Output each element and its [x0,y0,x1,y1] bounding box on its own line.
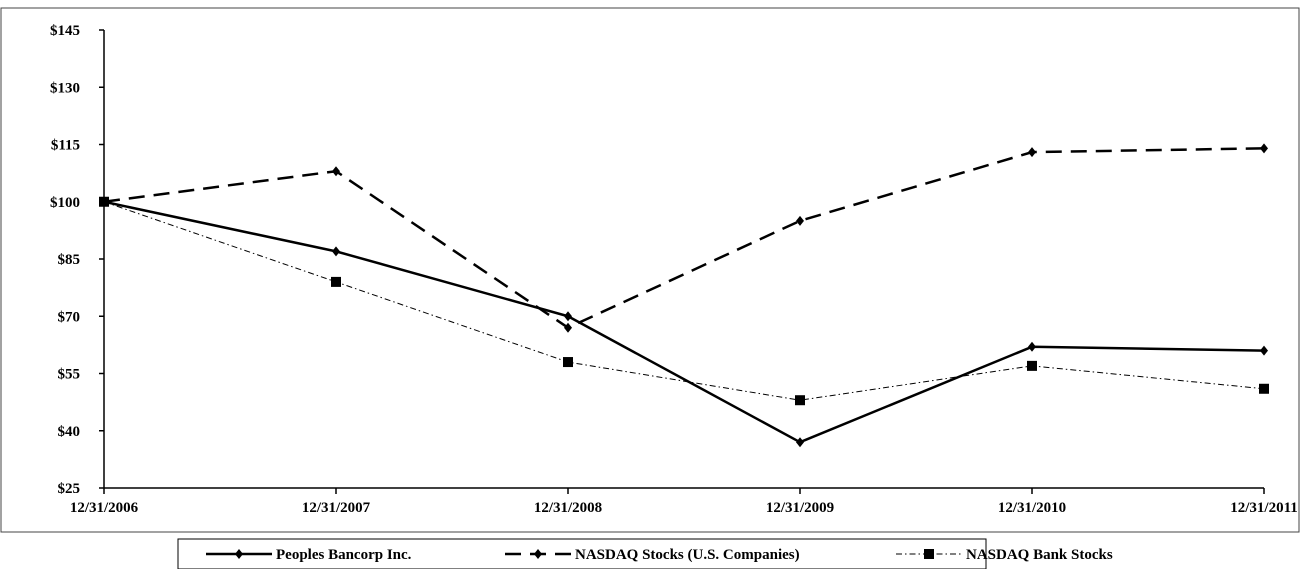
y-tick-label: $100 [50,195,80,211]
y-tick-label: $55 [58,367,81,383]
data-point [796,437,804,448]
series-3 [99,196,1269,406]
x-tick-label: 12/31/2011 [1230,500,1298,516]
legend-entry: NASDAQ Bank Stocks [896,547,1113,563]
x-axis-ticks: 12/31/2006 12/31/2007 12/31/2008 12/31/2009… [70,488,1298,516]
y-axis-ticks: $25 $40 $55 $70 $85 $100 $115 $130 $145 [50,23,104,497]
data-point [1028,147,1036,158]
data-point [99,196,109,207]
data-point [1028,341,1036,352]
legend-swatch-marker [924,549,934,559]
y-tick-label: $25 [58,481,81,497]
legend-label: Peoples Bancorp Inc. [276,547,412,563]
y-tick-label: $145 [50,23,80,39]
legend-entry: NASDAQ Stocks (U.S. Companies) [505,547,800,563]
y-tick-label: $115 [51,138,80,154]
data-point [332,166,340,177]
data-point [564,322,572,333]
series-line [103,200,1265,444]
data-point [1260,143,1268,154]
series-1 [100,196,1268,448]
data-point [795,395,805,406]
series-line [103,201,1265,401]
data-point [564,311,572,322]
x-tick-label: 12/31/2009 [766,500,834,516]
data-point [331,276,341,287]
data-point [1027,360,1037,371]
data-point [1260,345,1268,356]
x-tick-label: 12/31/2010 [998,500,1066,516]
data-point [796,215,804,226]
x-tick-label: 12/31/2008 [534,500,602,516]
data-point [332,246,340,257]
legend: Peoples Bancorp Inc. NASDAQ Stocks (U.S. … [177,538,1113,569]
y-tick-label: $40 [58,424,81,440]
data-point [1259,383,1269,394]
legend-swatch-marker [534,549,542,559]
legend-label: NASDAQ Bank Stocks [966,547,1113,563]
y-tick-label: $130 [50,80,80,96]
series-layer [99,143,1269,448]
legend-label: NASDAQ Stocks (U.S. Companies) [575,547,800,563]
y-tick-label: $70 [58,309,81,325]
plot-area [0,7,1300,533]
legend-entry: Peoples Bancorp Inc. [206,547,412,563]
data-point [563,357,573,368]
x-tick-label: 12/31/2007 [302,500,371,516]
x-tick-label: 12/31/2006 [70,500,139,516]
legend-swatch-marker [235,549,243,559]
legend-box [177,538,987,569]
y-tick-label: $85 [58,252,81,268]
